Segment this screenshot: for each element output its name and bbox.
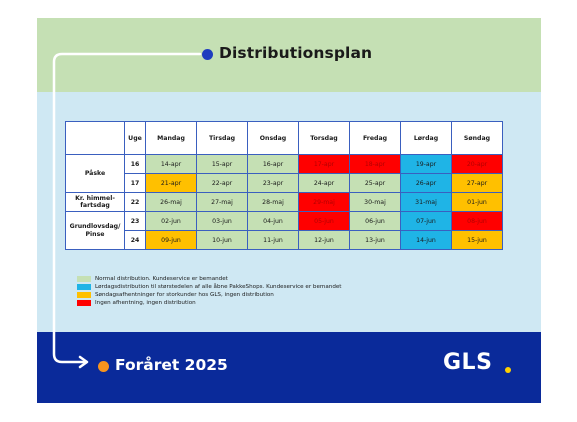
column-header: Torsdag <box>298 121 350 155</box>
table-row: Påske 16 14-apr 15-apr 16-apr 17-apr 18-apr 19-… <box>65 154 503 193</box>
date-cell: 05-jun <box>298 211 350 231</box>
date-cell: 17-apr <box>298 154 350 174</box>
date-cell: 21-apr <box>145 173 197 193</box>
column-header <box>65 121 125 155</box>
date-cell: 12-jun <box>298 230 350 250</box>
table-header-row: Uge Mandag Tirsdag Onsdag Torsdag Fredag Lørda… <box>65 121 503 155</box>
column-header: Fredag <box>349 121 401 155</box>
holiday-label: Kr. himmel- fartsdag <box>65 192 125 212</box>
date-cell: 06-jun <box>349 211 401 231</box>
legend-text: Ingen afhentning, ingen distribution <box>95 300 196 306</box>
week-number: 22 <box>124 192 146 212</box>
date-cell: 11-jun <box>247 230 299 250</box>
column-header: Uge <box>124 121 146 155</box>
legend-swatch <box>77 300 91 306</box>
date-cell: 27-apr <box>451 173 503 193</box>
legend-swatch <box>77 276 91 282</box>
date-cell: 22-apr <box>196 173 248 193</box>
date-cell: 23-apr <box>247 173 299 193</box>
date-cell: 15-apr <box>196 154 248 174</box>
date-cell: 16-apr <box>247 154 299 174</box>
column-header: Onsdag <box>247 121 299 155</box>
date-cell: 14-apr <box>145 154 197 174</box>
legend-item: Lørdagsdistribution til størstedelen af … <box>77 283 342 291</box>
title-bullet-icon <box>202 49 213 60</box>
date-cell: 01-jun <box>451 192 503 212</box>
page-title: Distributionsplan <box>219 44 373 62</box>
date-cell: 02-jun <box>145 211 197 231</box>
date-cell: 03-jun <box>196 211 248 231</box>
distribution-table: Uge Mandag Tirsdag Onsdag Torsdag Fredag Lørda… <box>65 121 503 250</box>
date-cell: 07-jun <box>400 211 452 231</box>
column-header: Tirsdag <box>196 121 248 155</box>
legend-text: Søndagsafhentninger for storkunder hos G… <box>95 292 274 298</box>
date-cell: 19-apr <box>400 154 452 174</box>
table-row: Kr. himmel- fartsdag 22 26-maj 27-maj 28-maj… <box>65 192 503 212</box>
logo-dot-icon <box>505 367 511 373</box>
date-cell: 10-jun <box>196 230 248 250</box>
date-cell: 26-maj <box>145 192 197 212</box>
date-cell: 28-maj <box>247 192 299 212</box>
holiday-label: Påske <box>65 154 125 193</box>
week-number: 17 <box>124 173 146 193</box>
column-header: Søndag <box>451 121 503 155</box>
legend-swatch <box>77 284 91 290</box>
date-cell: 25-apr <box>349 173 401 193</box>
week-number: 16 <box>124 154 146 174</box>
legend-item: Normal distribution. Kundeservice er bem… <box>77 275 342 283</box>
season-label: Foråret 2025 <box>115 356 228 374</box>
date-cell: 18-apr <box>349 154 401 174</box>
legend-text: Lørdagsdistribution til størstedelen af … <box>95 284 342 290</box>
date-cell: 14-jun <box>400 230 452 250</box>
legend-item: Ingen afhentning, ingen distribution <box>77 299 342 307</box>
date-cell: 08-jun <box>451 211 503 231</box>
gls-logo: GLS <box>443 350 493 375</box>
holiday-label: Grundlovsdag/ Pinse <box>65 211 125 250</box>
table-row: Grundlovsdag/ Pinse 23 02-jun 03-jun 04-jun 0… <box>65 211 503 250</box>
table-row: 24 09-jun 10-jun 11-jun 12-jun 13-jun 14-jun 15… <box>66 230 503 250</box>
slide: Distributionsplan Foråret 2025 GLS Uge Ma… <box>37 18 541 403</box>
legend-item: Søndagsafhentninger for storkunder hos G… <box>77 291 342 299</box>
date-cell: 09-jun <box>145 230 197 250</box>
date-cell: 13-jun <box>349 230 401 250</box>
legend: Normal distribution. Kundeservice er bem… <box>77 275 342 307</box>
date-cell: 31-maj <box>400 192 452 212</box>
column-header: Lørdag <box>400 121 452 155</box>
legend-text: Normal distribution. Kundeservice er bem… <box>95 276 228 282</box>
legend-swatch <box>77 292 91 298</box>
date-cell: 20-apr <box>451 154 503 174</box>
season-bullet-icon <box>98 361 109 372</box>
week-number: 24 <box>124 230 146 250</box>
date-cell: 29-maj <box>298 192 350 212</box>
column-header: Mandag <box>145 121 197 155</box>
date-cell: 30-maj <box>349 192 401 212</box>
date-cell: 04-jun <box>247 211 299 231</box>
week-number: 23 <box>124 211 146 231</box>
date-cell: 24-apr <box>298 173 350 193</box>
date-cell: 27-maj <box>196 192 248 212</box>
table-row: 17 21-apr 22-apr 23-apr 24-apr 25-apr 26-apr 27… <box>66 173 503 193</box>
date-cell: 26-apr <box>400 173 452 193</box>
date-cell: 15-jun <box>451 230 503 250</box>
